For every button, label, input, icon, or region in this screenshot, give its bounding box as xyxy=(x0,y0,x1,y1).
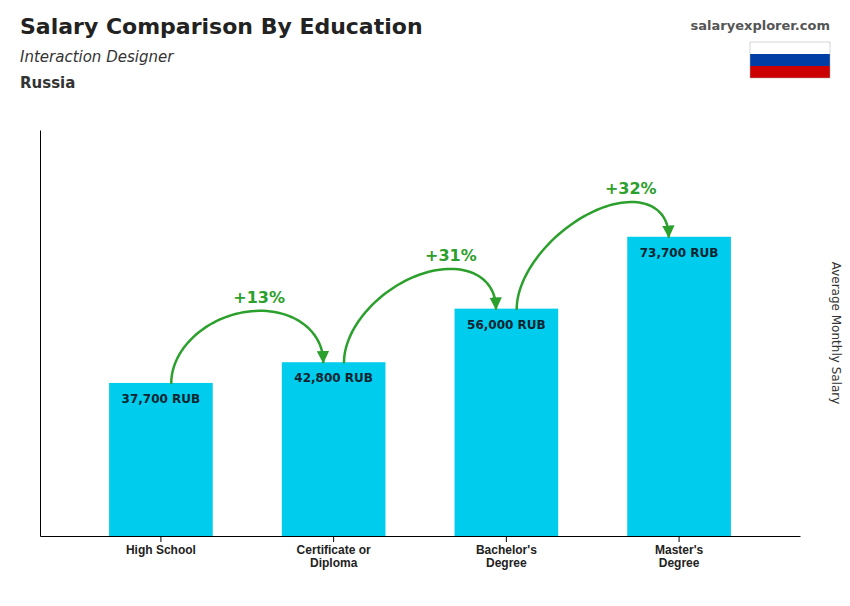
x-tick-label-line: Certificate or xyxy=(297,543,371,557)
x-tick: Certificate orDiploma xyxy=(297,536,371,570)
labels: 37,700 RUB 42,800 RUB 56,000 RUB 73,700 RUB… xyxy=(122,179,719,406)
country-annotation: Russia xyxy=(20,74,75,92)
change-arrow xyxy=(344,269,496,362)
x-tick-label-line: Degree xyxy=(486,556,527,570)
value-label: 42,800 RUB xyxy=(294,371,373,385)
title: Salary Comparison By Education xyxy=(20,14,423,39)
plot-area xyxy=(109,202,731,536)
value-label: 73,700 RUB xyxy=(640,246,719,260)
bar xyxy=(627,237,731,536)
flag-stripe xyxy=(750,42,830,54)
x-tick: High School xyxy=(126,536,196,557)
x-tick-label-line: High School xyxy=(126,543,196,557)
value-label: 37,700 RUB xyxy=(122,392,201,406)
change-label: +13% xyxy=(233,288,285,307)
x-tick-mark xyxy=(160,536,161,542)
x-tick-mark xyxy=(333,536,334,542)
x-tick: Master'sDegree xyxy=(655,536,704,570)
bar xyxy=(282,362,386,536)
flag xyxy=(750,42,830,78)
flag-border xyxy=(750,42,830,78)
flag-stripe xyxy=(750,66,830,78)
y-axis xyxy=(40,131,41,537)
change-label: +32% xyxy=(605,179,657,198)
x-tick-label-line: Master's xyxy=(655,543,704,557)
x-axis: High School Certificate orDiploma Bachelor… xyxy=(41,536,801,570)
bar xyxy=(455,309,559,536)
y-axis-line xyxy=(40,131,41,537)
watermark: salaryexplorer.com xyxy=(691,18,830,33)
x-tick: Bachelor'sDegree xyxy=(476,536,537,570)
change-label: +31% xyxy=(425,246,477,265)
x-tick-label-line: Diploma xyxy=(310,556,358,570)
x-tick-label: Master'sDegree xyxy=(655,543,704,571)
value-label: 56,000 RUB xyxy=(467,318,546,332)
subtitle: Interaction Designer xyxy=(20,48,174,66)
x-tick-label: High School xyxy=(126,543,196,557)
x-tick-mark xyxy=(506,536,507,542)
x-tick-label: Certificate orDiploma xyxy=(297,543,371,571)
x-tick-label-line: Degree xyxy=(659,556,700,570)
bar xyxy=(109,383,213,536)
chart-svg: Salary Comparison By Education Interactio… xyxy=(0,0,850,606)
flag-stripe xyxy=(750,54,830,66)
x-tick-label-line: Bachelor's xyxy=(476,543,537,557)
x-tick-mark xyxy=(679,536,680,542)
x-tick-label: Bachelor'sDegree xyxy=(476,543,537,571)
chart-container: Salary Comparison By Education Interactio… xyxy=(0,0,850,606)
x-axis-line xyxy=(41,536,801,537)
y-axis-label: Average Monthly Salary xyxy=(829,262,843,405)
